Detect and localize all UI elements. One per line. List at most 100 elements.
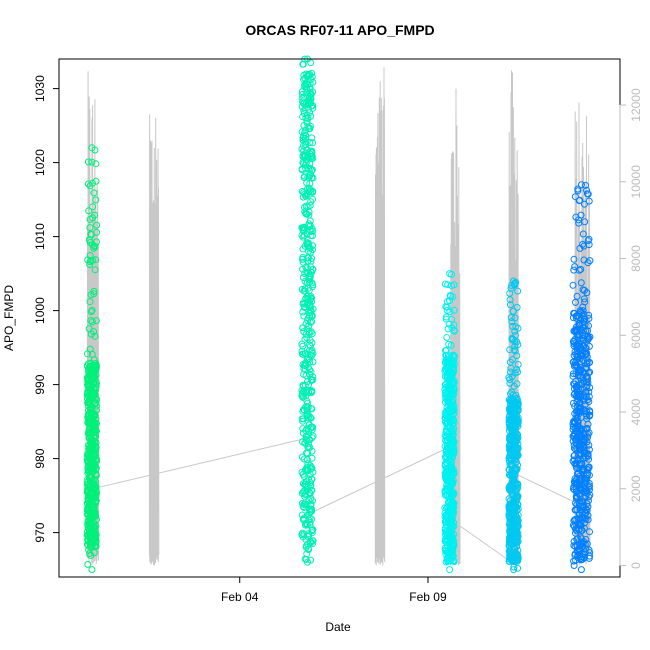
- data-point: [84, 158, 92, 166]
- data-point: [514, 287, 522, 295]
- data-point: [585, 429, 593, 437]
- data-point: [303, 425, 311, 433]
- data-point: [570, 542, 578, 550]
- data-point: [309, 432, 317, 440]
- data-point: [299, 503, 307, 510]
- data-point: [85, 458, 93, 465]
- data-point: [507, 314, 515, 321]
- data-point: [581, 286, 588, 294]
- data-point: [574, 185, 582, 193]
- data-point: [446, 270, 454, 278]
- data-point: [574, 417, 582, 425]
- data-point: [441, 381, 449, 389]
- data-point: [583, 357, 591, 365]
- data-point: [92, 425, 100, 433]
- data-point: [85, 207, 93, 215]
- data-point: [308, 73, 316, 81]
- data-point: [306, 89, 313, 97]
- data-point: [583, 506, 591, 514]
- data-point: [84, 536, 91, 544]
- data-point: [304, 165, 312, 173]
- x-tick-label: Feb 09: [409, 590, 447, 604]
- data-point: [442, 346, 450, 354]
- data-point: [306, 80, 314, 88]
- data-point: [581, 548, 589, 556]
- data-point: [580, 242, 588, 250]
- data-point: [302, 483, 310, 490]
- data-point: [442, 315, 450, 323]
- data-point: [441, 389, 449, 397]
- data-point: [300, 415, 307, 423]
- data-point: [506, 379, 514, 387]
- y-tick-label: 970: [33, 522, 47, 542]
- data-point: [511, 548, 519, 556]
- data-point: [305, 322, 313, 330]
- data-point: [511, 369, 519, 377]
- data-point: [308, 486, 315, 494]
- data-point: [86, 519, 94, 527]
- data-point: [303, 301, 311, 309]
- data-point: [586, 407, 594, 415]
- data-point: [90, 440, 97, 448]
- data-point: [301, 242, 309, 250]
- series-rf11: [569, 181, 594, 574]
- data-point: [89, 203, 97, 211]
- data-point: [445, 547, 453, 554]
- data-point: [86, 298, 94, 306]
- data-point: [573, 327, 581, 334]
- data-point: [302, 294, 310, 302]
- data-point: [87, 515, 95, 523]
- series-rf08: [298, 55, 317, 566]
- data-point: [91, 527, 99, 535]
- data-point: [577, 405, 584, 413]
- data-point: [308, 537, 316, 545]
- data-point: [89, 427, 97, 435]
- data-point: [301, 492, 309, 500]
- data-point: [85, 486, 93, 494]
- data-point: [91, 332, 99, 340]
- data-point: [304, 153, 312, 161]
- data-point: [448, 541, 456, 549]
- data-point: [446, 292, 454, 299]
- data-point: [577, 181, 585, 189]
- data-point: [445, 533, 452, 541]
- data-point: [513, 503, 521, 511]
- data-point: [507, 417, 515, 425]
- data-point: [514, 414, 522, 422]
- data-point: [306, 508, 314, 516]
- data-point: [577, 394, 585, 401]
- data-point: [513, 449, 521, 457]
- data-point: [84, 560, 92, 568]
- data-point: [581, 218, 589, 226]
- data-point: [450, 425, 458, 433]
- data-point: [89, 466, 97, 474]
- data-point: [570, 327, 578, 335]
- data-point: [570, 340, 578, 348]
- data-point: [87, 231, 95, 239]
- data-point: [84, 541, 92, 549]
- data-point: [301, 335, 309, 343]
- data-point: [307, 295, 315, 303]
- data-point: [309, 497, 316, 505]
- data-point: [570, 444, 578, 452]
- data-point: [574, 471, 581, 478]
- data-point: [299, 60, 307, 68]
- data-point: [86, 258, 94, 266]
- data-point: [303, 239, 311, 247]
- data-point: [88, 430, 96, 438]
- data-point: [586, 358, 594, 366]
- data-point: [308, 475, 316, 483]
- data-point: [86, 528, 94, 536]
- data-point: [448, 413, 456, 421]
- data-point: [86, 400, 94, 408]
- data-point: [441, 280, 449, 288]
- data-point: [306, 462, 314, 470]
- data-point: [585, 197, 593, 205]
- data-point: [303, 190, 311, 197]
- data-point: [308, 149, 316, 157]
- data-point: [307, 465, 315, 473]
- data-point: [88, 306, 96, 314]
- data-point: [303, 72, 311, 80]
- data-point: [88, 523, 96, 531]
